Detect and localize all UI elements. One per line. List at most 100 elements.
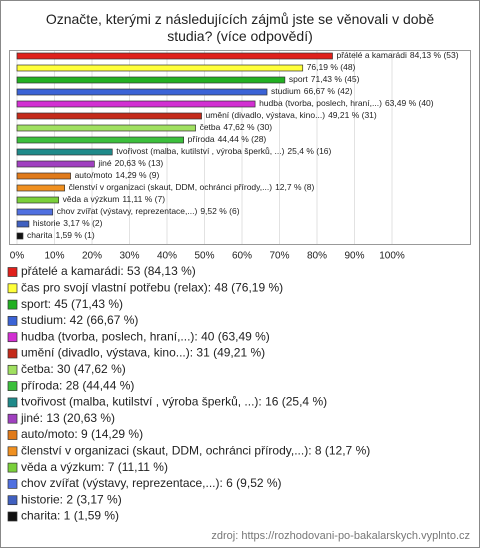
x-tick-label: 10%: [44, 251, 64, 262]
bar-value-label: 66,67 % (42): [304, 86, 353, 96]
bar-label: členství v organizaci (skaut, DDM, ochrá…: [69, 182, 315, 192]
bar: [16, 64, 304, 72]
bar: [16, 52, 333, 60]
legend-label: četba: 30 (47,62 %): [21, 362, 126, 376]
x-tick-label: 90%: [344, 251, 364, 262]
x-tick-label: 70%: [269, 251, 289, 262]
bar-value-label: 3,17 % (2): [63, 218, 102, 228]
legend-label: jiné: 13 (20,63 %): [20, 411, 115, 425]
bar-label: věda a výzkum 11,11 % (7): [63, 194, 166, 204]
bar-label: studium 66,67 % (42): [271, 86, 353, 96]
bar-category: tvořivost (malba, kutilství , výroba špe…: [116, 146, 284, 156]
bar-value-label: 76,19 % (48): [307, 62, 356, 72]
bar-value-label: 44,44 % (28): [218, 134, 267, 144]
bar-label: přátelé a kamarádi 84,13 % (53): [336, 50, 458, 60]
bar-category: přátelé a kamarádi: [336, 50, 407, 60]
bar-category: umění (divadlo, výstava, kino...): [206, 110, 326, 120]
bar-category: charita: [27, 230, 53, 240]
bar-value-label: 14,29 % (9): [115, 170, 159, 180]
legend-label: hudba (tvorba, poslech, hraní,...): 40 (…: [21, 329, 270, 343]
legend-swatch: [7, 479, 18, 489]
bar-label: auto/moto 14,29 % (9): [75, 170, 160, 180]
bar: [16, 160, 95, 168]
legend-label: charita: 1 (1,59 %): [21, 509, 119, 523]
bar-category: četba: [200, 122, 221, 132]
bar-value-label: 25,4 % (16): [287, 146, 331, 156]
legend-label: umění (divadlo, výstava, kino...): 31 (4…: [21, 346, 265, 360]
bar-category: sport: [289, 74, 309, 84]
bar-label: chov zvířat (výstavy, reprezentace,...) 9…: [57, 206, 240, 216]
bar-value-label: 84,13 % (53): [410, 50, 459, 60]
bar: [16, 196, 60, 204]
legend-label: příroda: 28 (44,44 %): [21, 378, 134, 392]
legend-swatch: [7, 299, 18, 310]
legend-label: studium: 42 (66,67 %): [21, 313, 138, 327]
bar-category: jiné: [97, 158, 112, 168]
legend-swatch: [7, 397, 18, 408]
bar-category: studium: [271, 86, 301, 96]
bar-label: historie 3,17 % (2): [33, 218, 103, 228]
plot-frame: [9, 50, 471, 245]
bar-label: umění (divadlo, výstava, kino...) 49,21 %…: [206, 110, 377, 120]
bar-label: tvořivost (malba, kutilství , výroba špe…: [116, 146, 331, 156]
legend-swatch: [7, 430, 18, 440]
bar-category: chov zvířat (výstavy, reprezentace,...): [57, 206, 198, 216]
x-tick-label: 100%: [379, 251, 405, 262]
source: zdroj: https://rozhodovani-po-bakalarsky…: [211, 530, 470, 542]
x-tick-label: 0%: [10, 251, 25, 262]
bar: [16, 76, 286, 84]
bar-value-label: 1,59 % (1): [55, 230, 94, 240]
bar-label: sport 71,43 % (45): [289, 74, 360, 84]
bar-label: charita 1,59 % (1): [27, 230, 95, 240]
bar-label: jiné 20,63 % (13): [97, 158, 163, 168]
legend-label: sport: 45 (71,43 %): [21, 297, 123, 311]
legend-swatch: [7, 446, 18, 457]
legend-label: čas pro svojí vlastní potřebu (relax): 4…: [21, 280, 283, 294]
x-tick-label: 30%: [119, 251, 139, 262]
bar-value-label: 11,11 % (7): [122, 194, 165, 204]
x-tick-label: 60%: [232, 251, 252, 262]
bar: [16, 232, 24, 240]
bar-value-label: 49,21 % (31): [328, 110, 377, 120]
bar-value-label: 63,49 % (40): [385, 98, 434, 108]
bar: [16, 208, 54, 216]
legend-swatch: [7, 332, 18, 343]
bar: [16, 148, 113, 156]
x-tick-label: 20%: [82, 251, 102, 262]
legend-swatch: [7, 316, 18, 326]
legend-label: chov zvířat (výstavy, reprezentace,...):…: [21, 476, 282, 490]
bar-value-label: 20,63 % (13): [115, 158, 164, 168]
bar: [16, 112, 202, 120]
bar: [16, 184, 65, 192]
legend-swatch: [7, 495, 18, 506]
bar-label: hudba (tvorba, poslech, hraní,...) 63,49 …: [259, 98, 434, 108]
bar-category: příroda: [188, 134, 215, 144]
bar: [16, 220, 30, 228]
bar: [16, 172, 71, 180]
bar-label: četba 47,62 % (30): [200, 122, 273, 132]
legend-swatch: [7, 462, 18, 473]
bar-value-label: 47,62 % (30): [223, 122, 272, 132]
legend-swatch: [7, 267, 18, 277]
legend-swatch: [7, 381, 18, 391]
legend-swatch: [7, 348, 18, 359]
bar-category: auto/moto: [75, 170, 113, 180]
legend-swatch: [7, 364, 18, 375]
bar-label: příroda 44,44 % (28): [188, 134, 267, 144]
bar-category: hudba (tvorba, poslech, hraní,...): [259, 98, 382, 108]
legend-label: věda a výzkum: 7 (11,11 %): [21, 460, 168, 474]
bar-label: 76,19 % (48): [307, 62, 356, 72]
chart-title: Označte, kterými z následujících zájmů j…: [46, 11, 435, 44]
legend-swatch: [7, 283, 18, 294]
legend-swatch: [7, 511, 18, 522]
bar: [16, 124, 196, 132]
legend-label: tvořivost (malba, kutilství , výroba špe…: [21, 395, 327, 409]
bar-value-label: 9,52 % (6): [200, 206, 239, 216]
bar-category: historie: [33, 218, 61, 228]
bar-value-label: 12,7 % (8): [275, 182, 314, 192]
legend-label: historie: 2 (3,17 %): [21, 492, 122, 506]
bar: [16, 100, 256, 108]
legend-label: auto/moto: 9 (14,29 %): [21, 427, 143, 441]
legend-swatch: [7, 413, 18, 424]
